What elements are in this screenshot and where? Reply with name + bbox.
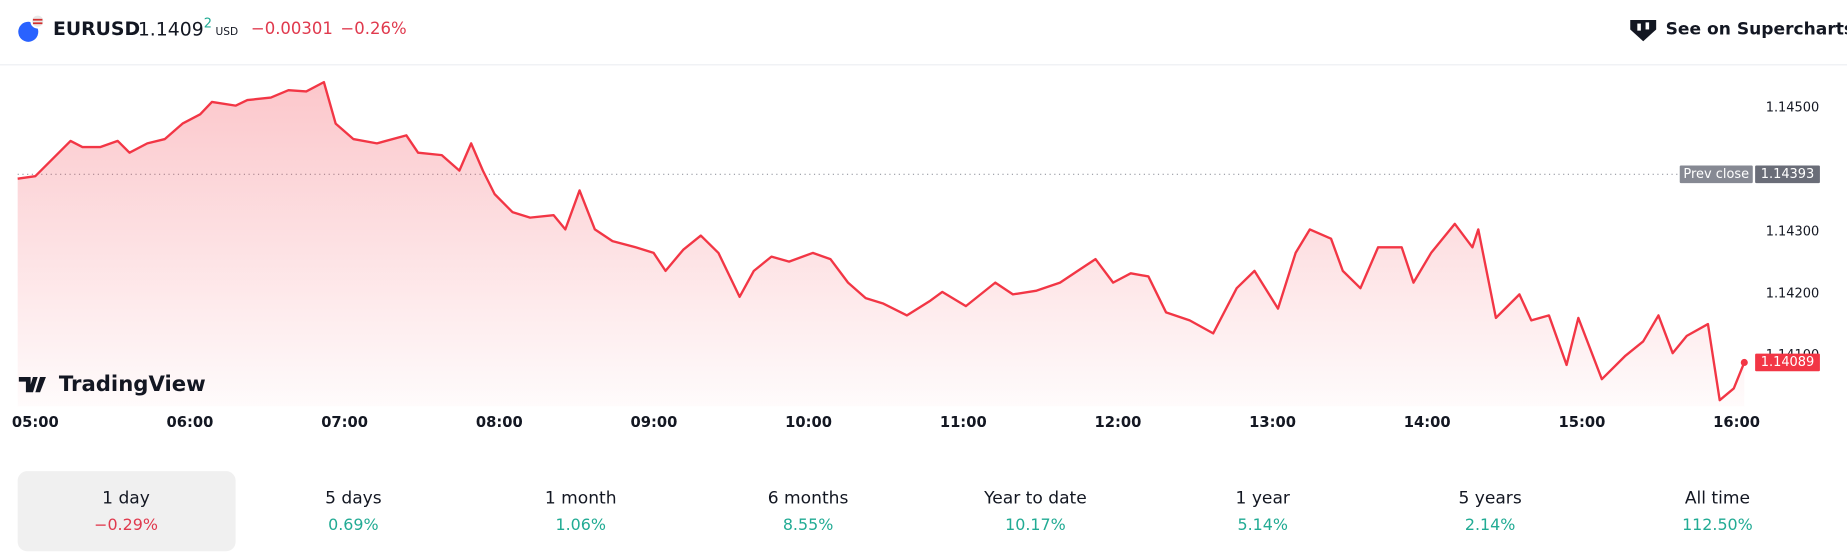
period-label[interactable]: 1 day xyxy=(102,488,150,508)
period-change[interactable]: 8.55% xyxy=(783,515,833,534)
supercharts-button[interactable]: See on Supercharts xyxy=(1630,19,1847,42)
x-tick-label: 12:00 xyxy=(1094,414,1141,431)
x-tick-label: 07:00 xyxy=(321,414,368,431)
price-change-percent: −0.26% xyxy=(340,19,406,38)
period-label[interactable]: 1 year xyxy=(1236,488,1291,508)
period-label[interactable]: Year to date xyxy=(983,488,1087,508)
prev-close-value: 1.14393 xyxy=(1761,167,1814,182)
plot: 1.141001.142001.143001.1450005:0006:0007… xyxy=(12,80,1820,431)
prev-close-label: Prev close xyxy=(1683,167,1749,182)
period-tab-selected xyxy=(17,471,236,552)
period-label[interactable]: 5 days xyxy=(325,488,382,508)
period-change[interactable]: 1.06% xyxy=(555,515,605,534)
x-tick-label: 08:00 xyxy=(476,414,523,431)
period-label[interactable]: 6 months xyxy=(768,488,849,508)
period-change[interactable]: 10.17% xyxy=(1005,515,1066,534)
button-icon xyxy=(1630,20,1657,42)
price-line xyxy=(17,80,1746,402)
y-tick-label: 1.14200 xyxy=(1766,286,1820,301)
symbol-icon xyxy=(18,13,46,42)
x-tick-label: 14:00 xyxy=(1404,414,1451,431)
symbol: EURUSD xyxy=(53,19,140,40)
x-tick-label: 11:00 xyxy=(940,414,987,431)
period-tabs: 1 day −0.29% 5 days 0.69% 1 month 1.06% 6 mont… xyxy=(17,471,1753,552)
last-price-label: 1.14089 xyxy=(1761,355,1814,370)
last-price-tag xyxy=(1755,353,1820,372)
x-tick-label: 15:00 xyxy=(1558,414,1605,431)
y-tick-label: 1.14300 xyxy=(1766,224,1820,239)
period-label[interactable]: All time xyxy=(1685,488,1750,508)
price: 1.14092USD xyxy=(138,16,238,40)
period-change[interactable]: 0.69% xyxy=(328,515,378,534)
period-change[interactable]: −0.29% xyxy=(94,515,158,534)
x-tick-label: 10:00 xyxy=(785,414,832,431)
button-label[interactable]: See on Supercharts xyxy=(1666,19,1847,39)
x-tick-label: 13:00 xyxy=(1249,414,1296,431)
brand-name: TradingView xyxy=(59,371,206,396)
brand-logo: TradingView xyxy=(18,371,206,396)
prev-close-value-tag xyxy=(1755,165,1820,184)
x-tick-label: 05:00 xyxy=(12,414,59,431)
last-point xyxy=(1740,358,1748,366)
price-change: −0.00301 xyxy=(251,19,333,38)
prev-close-tag xyxy=(1679,165,1753,184)
currency: USD xyxy=(215,26,238,38)
period-change[interactable]: 2.14% xyxy=(1465,515,1515,534)
price-pipette: 2 xyxy=(204,16,212,31)
area-fill xyxy=(17,82,1745,407)
price-main: 1.1409 xyxy=(138,19,204,40)
x-tick-label: 09:00 xyxy=(631,414,678,431)
period-change[interactable]: 112.50% xyxy=(1682,515,1753,534)
period-label[interactable]: 5 years xyxy=(1458,488,1521,508)
period-label[interactable]: 1 month xyxy=(545,488,617,508)
period-change[interactable]: 5.14% xyxy=(1238,515,1288,534)
y-tick-label: 1.14500 xyxy=(1766,101,1820,116)
x-tick-label: 16:00 xyxy=(1713,414,1760,431)
x-tick-label: 06:00 xyxy=(167,414,214,431)
